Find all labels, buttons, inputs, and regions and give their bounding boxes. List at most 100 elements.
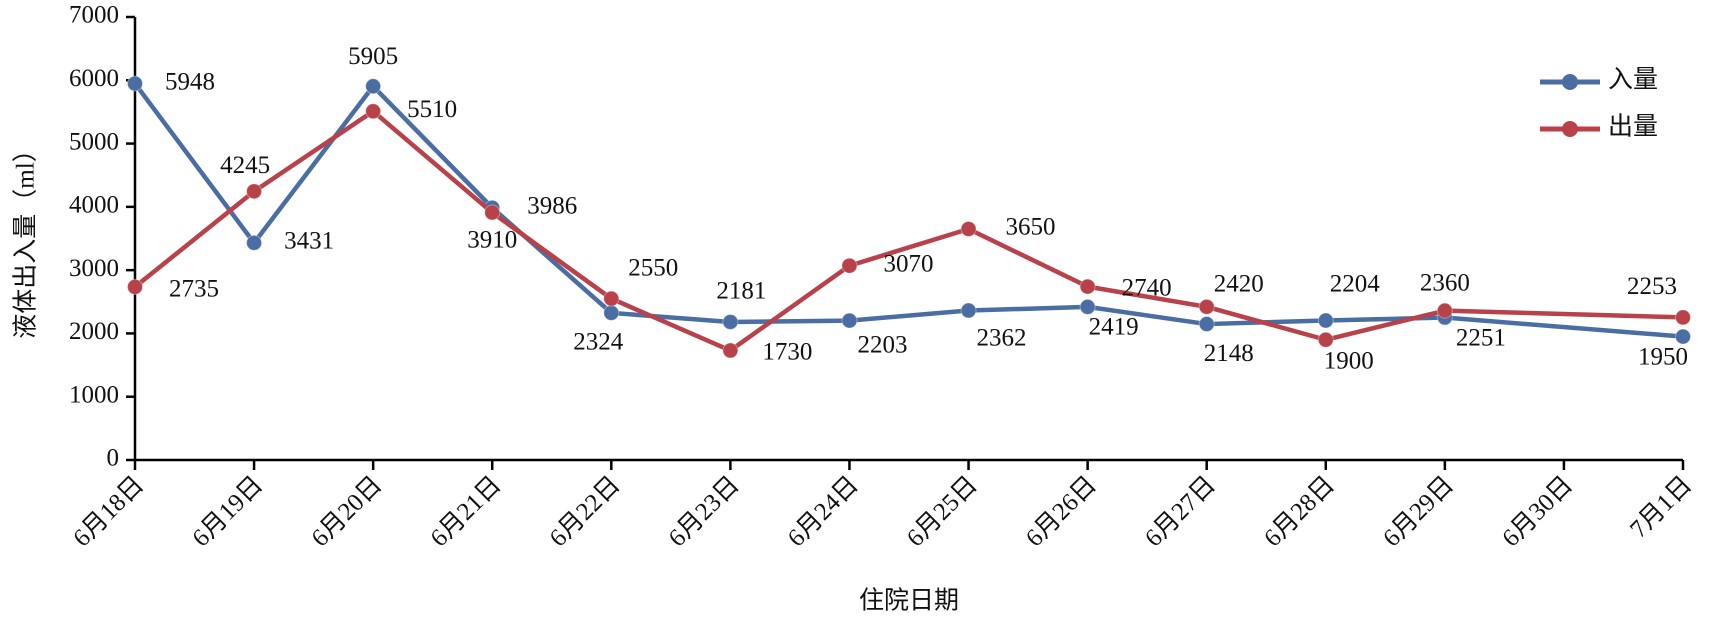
marker xyxy=(603,290,620,307)
line-segment xyxy=(132,81,257,246)
data-label: 2419 xyxy=(1089,314,1139,341)
data-label: 3650 xyxy=(1006,214,1056,241)
data-label: 2740 xyxy=(1122,274,1172,301)
marker xyxy=(246,234,263,251)
line-segment xyxy=(847,308,971,323)
y-tick-label: 7000 xyxy=(69,2,119,29)
data-label: 2204 xyxy=(1330,270,1381,297)
data-label: 3431 xyxy=(284,228,334,255)
data-label: 5948 xyxy=(165,68,215,95)
x-tick-label: 6月27日 xyxy=(1140,471,1221,552)
line-segment xyxy=(1323,315,1448,323)
x-tick-label: 6月18日 xyxy=(68,471,149,552)
marker xyxy=(1079,278,1096,295)
line-segment xyxy=(251,109,376,194)
x-tick-label: 6月24日 xyxy=(783,471,864,552)
marker xyxy=(365,78,382,95)
data-label: 2360 xyxy=(1420,269,1470,296)
data-label: 2251 xyxy=(1456,324,1506,351)
marker xyxy=(246,183,263,200)
line-segment xyxy=(251,84,376,246)
data-label: 2203 xyxy=(857,331,907,358)
marker xyxy=(722,342,739,359)
line-segment xyxy=(847,226,971,268)
data-label: 5510 xyxy=(407,96,457,123)
line-segment xyxy=(609,310,733,325)
line-segment xyxy=(489,210,614,301)
y-tick-label: 6000 xyxy=(69,65,119,92)
line-segment xyxy=(609,296,733,353)
line-segment xyxy=(1323,308,1448,343)
data-label: 4245 xyxy=(220,152,270,179)
marker xyxy=(722,313,739,330)
x-tick-label: 6月30日 xyxy=(1497,471,1578,552)
y-tick-label: 3000 xyxy=(69,255,119,282)
marker xyxy=(1079,298,1096,315)
marker xyxy=(1317,312,1334,329)
data-label: 2550 xyxy=(628,254,678,281)
line-segment xyxy=(1204,304,1329,343)
x-tick-label: 6月21日 xyxy=(426,471,507,552)
line-segment xyxy=(1085,284,1209,310)
data-label: 2735 xyxy=(169,276,219,303)
marker xyxy=(127,278,143,295)
data-label: 2362 xyxy=(977,324,1027,351)
line-segment xyxy=(132,189,257,290)
marker xyxy=(1317,331,1334,348)
data-label: 5905 xyxy=(348,43,398,70)
marker xyxy=(1198,298,1215,315)
legend-marker xyxy=(1562,121,1578,137)
data-label: 2148 xyxy=(1204,340,1254,367)
data-label: 2253 xyxy=(1627,273,1677,300)
y-tick-label: 1000 xyxy=(69,381,119,408)
data-label: 3910 xyxy=(467,226,517,253)
marker xyxy=(127,75,143,92)
x-tick-label: 6月29日 xyxy=(1378,471,1459,552)
line-segment xyxy=(1442,315,1686,339)
marker xyxy=(960,221,977,238)
data-label: 3986 xyxy=(527,192,577,219)
x-tick-label: 6月19日 xyxy=(187,471,268,552)
legend-marker xyxy=(1562,74,1578,90)
data-label: 3070 xyxy=(883,250,933,277)
x-tick-label: 6月26日 xyxy=(1021,471,1102,552)
line-segment xyxy=(1085,304,1209,327)
x-tick-label: 6月25日 xyxy=(902,471,983,552)
x-tick-label: 6月23日 xyxy=(664,471,745,552)
x-tick-label: 7月1日 xyxy=(1625,471,1697,543)
data-label: 1900 xyxy=(1324,347,1374,374)
x-tick-label: 6月28日 xyxy=(1259,471,1340,552)
line-segment xyxy=(728,318,852,325)
marker xyxy=(603,304,620,321)
marker xyxy=(484,204,501,221)
line-segment xyxy=(370,84,495,210)
y-tick-label: 2000 xyxy=(69,318,119,345)
data-label: 2324 xyxy=(573,329,624,356)
data-label: 2181 xyxy=(716,278,766,305)
data-label: 2420 xyxy=(1214,271,1264,298)
line-segment xyxy=(966,304,1090,313)
marker xyxy=(1436,302,1453,319)
y-tick-label: 4000 xyxy=(69,192,119,219)
marker xyxy=(1675,328,1691,345)
line-segment xyxy=(966,226,1090,289)
line-segment xyxy=(1442,308,1686,320)
line-segment xyxy=(728,263,852,353)
legend-label: 入量 xyxy=(1608,67,1658,94)
marker xyxy=(841,257,858,274)
data-label: 1730 xyxy=(762,338,812,365)
marker xyxy=(365,103,382,120)
y-axis-title: 液体出入量（ml） xyxy=(12,137,40,338)
line-segment xyxy=(370,109,495,215)
x-axis-title: 住院日期 xyxy=(859,587,959,615)
x-tick-label: 6月20日 xyxy=(306,471,387,552)
marker xyxy=(1198,316,1215,333)
marker xyxy=(960,302,977,319)
y-tick-label: 5000 xyxy=(69,128,119,155)
data-label: 1950 xyxy=(1638,343,1688,370)
legend-label: 出量 xyxy=(1608,113,1658,141)
y-tick-label: 0 xyxy=(107,445,120,472)
marker xyxy=(841,312,858,329)
